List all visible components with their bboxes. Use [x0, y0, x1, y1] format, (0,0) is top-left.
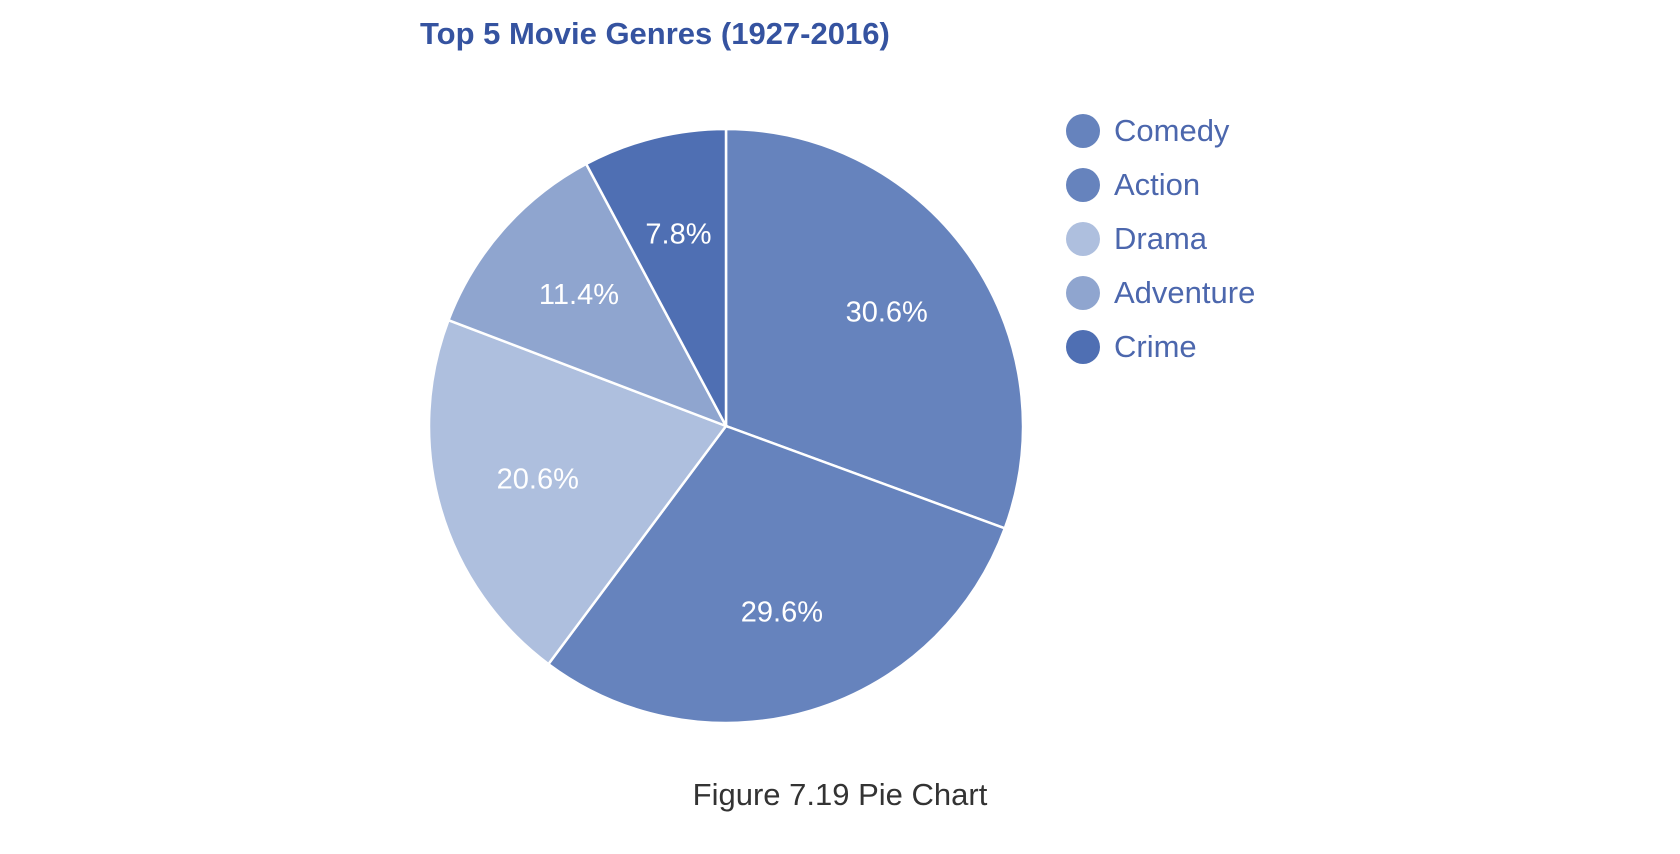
legend-item-comedy: Comedy [1066, 104, 1255, 158]
legend-swatch [1066, 330, 1100, 364]
pie-slice-comedy [724, 127, 1025, 530]
slice-label-action: 29.6% [741, 597, 823, 629]
legend-item-adventure: Adventure [1066, 266, 1255, 320]
pie-slice-drama [427, 318, 728, 666]
chart-title: Top 5 Movie Genres (1927-2016) [420, 16, 890, 51]
figure-caption: Figure 7.19 Pie Chart [692, 777, 988, 812]
legend-item-drama: Drama [1066, 212, 1255, 266]
slice-label-crime: 7.8% [645, 218, 711, 250]
legend-label: Drama [1114, 221, 1208, 256]
pie-slice-action [546, 424, 1007, 725]
legend-label: Action [1114, 167, 1201, 202]
pie-slice-adventure [446, 162, 729, 429]
legend-label: Crime [1114, 329, 1197, 364]
legend-swatch [1066, 168, 1100, 202]
legend-label: Comedy [1114, 113, 1230, 148]
legend-swatch [1066, 114, 1100, 148]
legend-swatch [1066, 276, 1100, 310]
legend-item-crime: Crime [1066, 320, 1255, 374]
legend-label: Adventure [1114, 275, 1256, 310]
pie-slices [427, 127, 1025, 725]
slice-label-adventure: 11.4% [539, 279, 619, 311]
pie-slice-crime [584, 127, 728, 427]
legend-item-action: Action [1066, 158, 1255, 212]
legend: Comedy Action Drama Adventure Crime [1066, 104, 1255, 374]
pie-slice-labels: 30.6% 29.6% 20.6% 11.4% 7.8% [497, 218, 928, 628]
pie-chart: 30.6% 29.6% 20.6% 11.4% 7.8% [427, 127, 1025, 725]
legend-swatch [1066, 222, 1100, 256]
slice-label-comedy: 30.6% [846, 296, 928, 328]
slice-label-drama: 20.6% [497, 463, 579, 495]
